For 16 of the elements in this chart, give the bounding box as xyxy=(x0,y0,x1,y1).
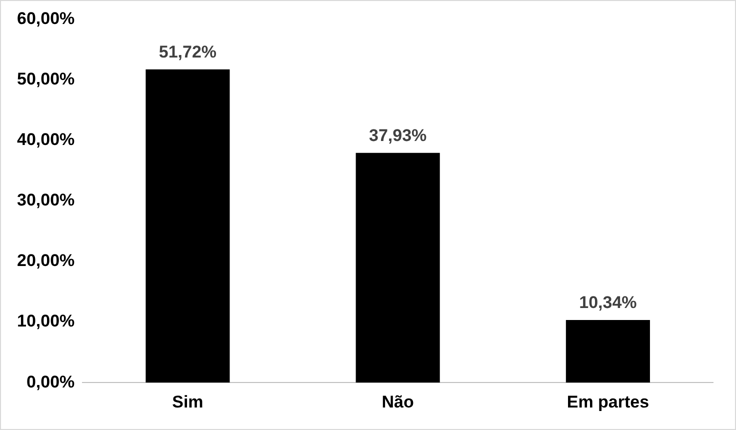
data-label: 37,93% xyxy=(368,126,427,146)
y-tick-label: 20,00% xyxy=(16,251,75,270)
bar xyxy=(566,320,650,383)
x-tick-label: Em partes xyxy=(566,392,650,412)
y-tick-label: 60,00% xyxy=(16,8,75,28)
y-tick-label: 0,00% xyxy=(26,372,75,392)
x-tick-label: Não xyxy=(382,392,414,412)
bar xyxy=(356,152,440,383)
y-tick-label: 40,00% xyxy=(16,130,75,150)
data-label: 10,34% xyxy=(579,293,637,312)
y-tick-label: 10,00% xyxy=(16,312,75,331)
x-tick-label: Sim xyxy=(172,392,204,412)
y-tick-label: 50,00% xyxy=(16,69,75,88)
y-tick-label: 30,00% xyxy=(16,190,75,210)
bar xyxy=(146,69,230,383)
data-label: 51,72% xyxy=(158,42,217,62)
